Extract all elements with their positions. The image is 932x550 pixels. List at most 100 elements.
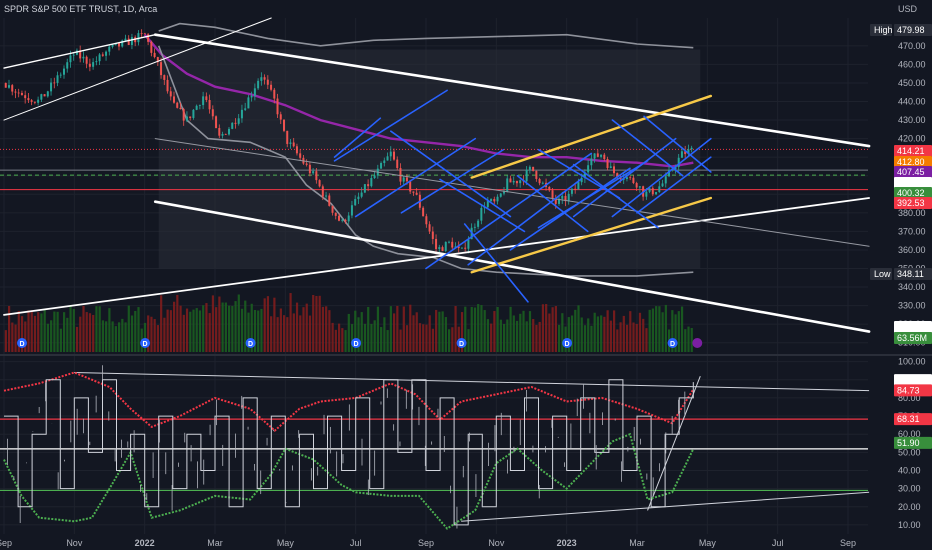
candle-body bbox=[645, 191, 648, 197]
volume-bar bbox=[227, 305, 231, 352]
volume-bar bbox=[577, 305, 580, 352]
y-tick-label: 440.00 bbox=[898, 97, 926, 107]
candle-body bbox=[415, 192, 418, 195]
volume-bar bbox=[554, 306, 557, 352]
candle-body bbox=[231, 122, 234, 129]
candle-body bbox=[117, 42, 120, 47]
volume-bar bbox=[538, 321, 541, 352]
x-tick-label: Nov bbox=[66, 538, 83, 548]
volume-bar bbox=[244, 300, 247, 352]
volume-bar bbox=[396, 305, 399, 352]
candle-body bbox=[606, 158, 609, 169]
currency-label: USD bbox=[898, 4, 918, 14]
candle-body bbox=[480, 207, 483, 221]
price-badge-value: 51.90 bbox=[897, 438, 920, 448]
candle-body bbox=[486, 200, 489, 208]
volume-bar bbox=[661, 312, 664, 352]
y-tick-label: 420.00 bbox=[898, 134, 926, 144]
candle-body bbox=[11, 85, 14, 92]
yellow-channel-lower bbox=[470, 196, 713, 274]
candle-body bbox=[4, 82, 7, 88]
volume-bars bbox=[4, 293, 693, 352]
candle-body bbox=[499, 193, 502, 197]
early-fan-line bbox=[3, 17, 272, 121]
price-badge-value: 479.98 bbox=[897, 25, 925, 35]
pitchfork-line bbox=[439, 178, 526, 233]
volume-bar bbox=[477, 304, 480, 352]
candle-body bbox=[528, 166, 531, 170]
candle-body bbox=[27, 98, 30, 101]
volume-bar bbox=[334, 329, 337, 352]
volume-bar bbox=[4, 330, 7, 352]
volume-bar bbox=[386, 330, 389, 352]
y-tick-label: 450.00 bbox=[898, 78, 926, 88]
pitchfork-line bbox=[636, 156, 712, 214]
volume-bar bbox=[451, 327, 454, 352]
volume-bar bbox=[286, 317, 289, 352]
volume-bar bbox=[179, 305, 182, 352]
candle-body bbox=[502, 191, 505, 194]
volume-bar bbox=[558, 324, 561, 352]
volume-bar bbox=[622, 315, 625, 352]
volume-bar bbox=[422, 324, 425, 352]
pitchfork-line bbox=[643, 115, 712, 173]
price-badge bbox=[894, 156, 932, 168]
volume-bar bbox=[473, 307, 477, 352]
trend-drawings[interactable] bbox=[3, 17, 871, 333]
x-tick-label: Jul bbox=[772, 538, 784, 548]
candle-body bbox=[95, 61, 98, 63]
candle-body bbox=[425, 216, 428, 225]
candles bbox=[4, 29, 693, 255]
candle-body bbox=[428, 224, 431, 232]
volume-bar bbox=[350, 324, 354, 352]
price-badge-value: 68.31 bbox=[897, 414, 920, 424]
candle-body bbox=[295, 146, 298, 154]
candle-body bbox=[24, 95, 27, 99]
y-tick-label: 360.00 bbox=[898, 245, 926, 255]
candle-body bbox=[593, 153, 596, 159]
candle-body bbox=[460, 247, 463, 249]
volume-bar bbox=[69, 305, 72, 352]
candle-body bbox=[270, 84, 273, 90]
volume-bar bbox=[680, 306, 684, 352]
volume-bar bbox=[435, 309, 438, 352]
volume-bar bbox=[651, 308, 655, 352]
volume-bar bbox=[635, 323, 638, 352]
volume-bar bbox=[111, 321, 114, 352]
candle-body bbox=[289, 142, 292, 144]
oscillator-line bbox=[3, 432, 695, 530]
x-tick-label: Sep bbox=[0, 538, 12, 548]
candle-body bbox=[567, 193, 570, 202]
volume-bar bbox=[535, 324, 538, 352]
price-badge bbox=[894, 413, 932, 426]
candle-body bbox=[587, 165, 590, 173]
dividend-marker-letter: D bbox=[354, 341, 359, 348]
volume-bar bbox=[176, 294, 179, 352]
volume-bar bbox=[405, 325, 409, 352]
volume-bar bbox=[493, 311, 496, 352]
candle-body bbox=[451, 241, 454, 248]
candle-body bbox=[195, 105, 198, 110]
volume-bar bbox=[85, 312, 88, 352]
x-tick-label: May bbox=[277, 538, 295, 548]
volume-bar bbox=[24, 321, 27, 352]
candle-body bbox=[558, 198, 561, 204]
price-badge bbox=[894, 321, 932, 333]
y-tick-label: 430.00 bbox=[898, 115, 926, 125]
candle-body bbox=[616, 173, 619, 178]
candle-body bbox=[370, 178, 373, 187]
candle-body bbox=[185, 116, 188, 121]
candle-body bbox=[629, 177, 632, 179]
lower-band-line bbox=[157, 45, 694, 277]
candle-body bbox=[622, 179, 625, 180]
x-tick-label: Mar bbox=[207, 538, 223, 548]
volume-bar bbox=[325, 306, 328, 352]
volume-bar bbox=[20, 316, 24, 352]
candle-body bbox=[130, 37, 133, 45]
price-badges: High 479.98 Low 348.11 414.21412.80407.45403… bbox=[870, 24, 932, 449]
volume-bar bbox=[551, 307, 554, 352]
volume-bar bbox=[506, 319, 509, 352]
pitchfork-line bbox=[400, 148, 505, 214]
volume-bar bbox=[318, 295, 321, 352]
